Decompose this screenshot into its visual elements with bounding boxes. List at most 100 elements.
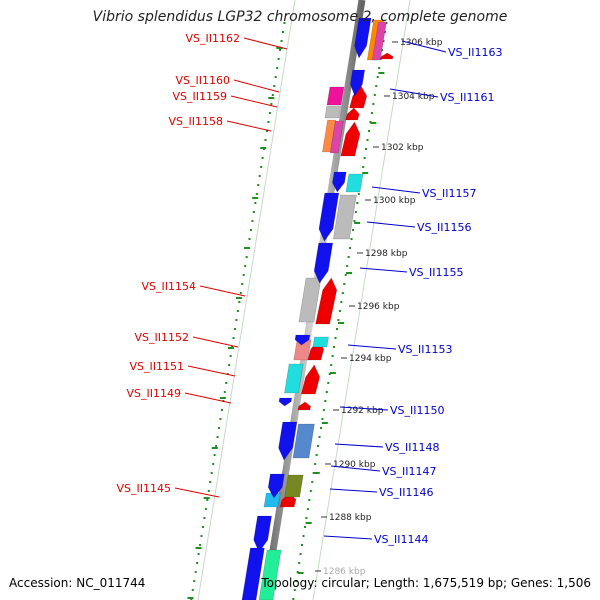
guide-dot [268,112,271,114]
guide-dot [199,544,202,546]
scale-tick [362,172,369,174]
reverse-gene-leader [329,488,378,493]
guide-dot [382,40,385,42]
scale-tick [235,297,242,299]
guide-dot [280,40,283,42]
scale-label: 1292 kbp [341,406,384,416]
forward-gene-shape [298,277,322,323]
guide-dot [215,445,218,447]
guide-dot [327,382,330,384]
scale-tick [305,522,312,524]
guide-dot [370,112,373,114]
reverse-gene-shape [294,334,311,346]
reverse-gene-leader [359,267,408,273]
reverse-gene-label: VS_II1155 [409,266,464,279]
guide-dot [270,103,273,105]
reverse-gene-leader [347,344,397,350]
scale-label: 1296 kbp [357,302,400,312]
scale-label: 1302 kbp [381,143,424,153]
guide-dot [276,67,279,69]
guide-dot [314,463,317,465]
guide-dot [340,301,343,303]
scale-tick [329,372,336,374]
guide-dot [191,589,194,591]
guide-dot [274,76,277,78]
guide-dot [376,76,379,78]
reverse-gene-shape [350,69,366,97]
guide-dot [235,319,238,321]
guide-dot [245,256,248,258]
guide-dot [372,103,375,105]
scale-tick [297,572,304,574]
guide-dot [322,409,325,411]
forward-gene-leader [174,487,220,498]
forward-gene-shape [380,52,394,60]
guide-dot [200,535,203,537]
forward-gene-shape [284,363,304,394]
reverse-gene-shape [313,242,334,284]
reverse-gene-shape [354,17,372,59]
guide-dot [209,481,212,483]
guide-dot [337,319,340,321]
guide-dot [238,301,241,303]
guide-dot [312,472,315,474]
forward-gene-label: VS_II1159 [173,90,228,103]
reverse-gene-shape [371,21,387,61]
guide-dot [349,247,352,249]
guide-dot [367,130,370,132]
guide-dot [357,193,360,195]
scale-label: 1294 kbp [349,354,392,364]
scale-tick [211,447,218,449]
guide-dot [356,202,359,204]
guide-dot [341,292,344,294]
guide-dot [381,49,384,51]
guide-dot [385,22,388,24]
guide-dot [299,553,302,555]
guide-dot [261,157,264,159]
guide-dot [223,391,226,393]
guide-dot [252,211,255,213]
scale-tick [252,197,259,199]
guide-dot [216,436,219,438]
reverse-gene-leader [334,443,384,448]
guide-dot [197,553,200,555]
forward-gene-leader [226,120,272,132]
guide-dot [334,337,337,339]
scale-tick [313,472,320,474]
guide-dot [305,517,308,519]
reverse-gene-label: VS_II1147 [382,465,437,478]
reverse-gene-shape [241,547,265,600]
guide-dot [220,409,223,411]
guide-dot [335,328,338,330]
reverse-gene-label: VS_II1153 [398,343,453,356]
guide-dot [292,598,295,600]
scale-label: 1306 kbp [400,38,443,48]
reverse-gene-label: VS_II1157 [422,187,477,200]
reverse-gene-shape [267,473,285,499]
guide-dot [271,94,274,96]
guide-dot [194,571,197,573]
guide-dot [254,202,257,204]
guide-dot [210,472,213,474]
guide-dot [248,238,251,240]
guide-dot [212,463,215,465]
guide-dot [273,85,276,87]
guide-dot [196,562,199,564]
reverse-gene-shape [312,336,329,348]
scale-tick [378,72,385,74]
guide-dot [366,139,369,141]
forward-gene-leader [184,392,232,404]
guide-dot [354,211,357,213]
forward-gene-label: VS_II1162 [186,32,241,45]
reverse-gene-shape [278,421,298,461]
guide-dot [324,400,327,402]
forward-gene-shape [300,364,320,395]
guide-dot [365,148,368,150]
forward-gene-label: VS_II1145 [117,482,172,495]
forward-gene-leader [192,336,239,348]
reverse-gene-label: VS_II1144 [374,533,429,546]
reverse-gene-leader [389,88,439,98]
guide-dot [346,265,349,267]
scale-label: 1304 kbp [392,92,435,102]
